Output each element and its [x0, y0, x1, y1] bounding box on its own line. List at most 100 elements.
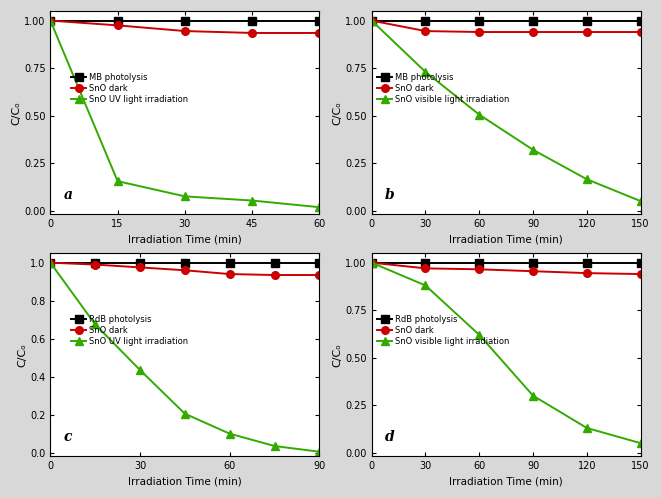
SnO visible light irradiation: [422, 282, 430, 288]
SnO UV light irradiation: [46, 259, 54, 265]
SnO visible light irradiation: [475, 332, 483, 338]
MB photolysis: [368, 17, 375, 23]
SnO visible light irradiation: [529, 393, 537, 399]
X-axis label: Irradiation Time (min): Irradiation Time (min): [128, 235, 242, 245]
SnO UV light irradiation: [181, 193, 189, 199]
Line: RdB photolysis: RdB photolysis: [368, 259, 644, 266]
SnO dark: [637, 271, 644, 277]
SnO UV light irradiation: [91, 321, 99, 327]
MB photolysis: [181, 17, 189, 23]
MB photolysis: [637, 17, 644, 23]
SnO UV light irradiation: [248, 198, 256, 204]
Y-axis label: C/Cₒ: C/Cₒ: [332, 343, 342, 367]
Legend: MB photolysis, SnO dark, SnO UV light irradiation: MB photolysis, SnO dark, SnO UV light ir…: [69, 71, 190, 106]
SnO UV light irradiation: [315, 449, 323, 455]
RdB photolysis: [315, 259, 323, 265]
Y-axis label: C/Cₒ: C/Cₒ: [17, 343, 27, 367]
SnO UV light irradiation: [225, 431, 233, 437]
SnO dark: [529, 29, 537, 35]
SnO dark: [315, 272, 323, 278]
SnO UV light irradiation: [270, 443, 278, 449]
Y-axis label: C/Cₒ: C/Cₒ: [11, 101, 21, 124]
X-axis label: Irradiation Time (min): Irradiation Time (min): [449, 477, 563, 487]
Y-axis label: C/Cₒ: C/Cₒ: [332, 101, 342, 124]
MB photolysis: [583, 17, 591, 23]
SnO dark: [368, 17, 375, 23]
SnO UV light irradiation: [46, 17, 54, 23]
MB photolysis: [422, 17, 430, 23]
Line: SnO dark: SnO dark: [46, 259, 323, 279]
RdB photolysis: [181, 259, 189, 265]
SnO dark: [637, 29, 644, 35]
RdB photolysis: [136, 259, 144, 265]
Text: a: a: [64, 188, 73, 202]
Line: RdB photolysis: RdB photolysis: [46, 259, 323, 266]
SnO visible light irradiation: [637, 198, 644, 204]
RdB photolysis: [637, 259, 644, 265]
Line: SnO dark: SnO dark: [368, 259, 644, 278]
SnO visible light irradiation: [583, 176, 591, 182]
SnO dark: [368, 259, 375, 265]
Line: SnO visible light irradiation: SnO visible light irradiation: [368, 17, 644, 205]
SnO dark: [181, 28, 189, 34]
RdB photolysis: [583, 259, 591, 265]
SnO dark: [583, 29, 591, 35]
MB photolysis: [315, 17, 323, 23]
SnO UV light irradiation: [136, 367, 144, 373]
SnO dark: [422, 28, 430, 34]
SnO dark: [114, 22, 122, 28]
Line: MB photolysis: MB photolysis: [46, 17, 323, 24]
SnO dark: [583, 270, 591, 276]
SnO visible light irradiation: [583, 425, 591, 431]
RdB photolysis: [475, 259, 483, 265]
MB photolysis: [46, 17, 54, 23]
X-axis label: Irradiation Time (min): Irradiation Time (min): [128, 477, 242, 487]
RdB photolysis: [368, 259, 375, 265]
SnO visible light irradiation: [529, 147, 537, 153]
SnO dark: [248, 30, 256, 36]
SnO visible light irradiation: [422, 69, 430, 75]
RdB photolysis: [422, 259, 430, 265]
Text: c: c: [64, 430, 72, 444]
MB photolysis: [114, 17, 122, 23]
SnO dark: [475, 29, 483, 35]
Text: b: b: [385, 188, 395, 202]
SnO dark: [136, 264, 144, 270]
SnO dark: [270, 272, 278, 278]
SnO dark: [181, 267, 189, 273]
Line: MB photolysis: MB photolysis: [368, 17, 644, 24]
SnO visible light irradiation: [475, 112, 483, 118]
RdB photolysis: [225, 259, 233, 265]
SnO visible light irradiation: [637, 440, 644, 446]
SnO dark: [91, 261, 99, 267]
SnO UV light irradiation: [181, 411, 189, 417]
SnO UV light irradiation: [315, 204, 323, 210]
RdB photolysis: [46, 259, 54, 265]
Line: SnO UV light irradiation: SnO UV light irradiation: [46, 17, 323, 211]
Legend: RdB photolysis, SnO dark, SnO UV light irradiation: RdB photolysis, SnO dark, SnO UV light i…: [69, 313, 190, 348]
SnO UV light irradiation: [114, 178, 122, 184]
SnO dark: [422, 265, 430, 271]
Line: SnO UV light irradiation: SnO UV light irradiation: [46, 259, 323, 456]
Line: SnO visible light irradiation: SnO visible light irradiation: [368, 259, 644, 447]
RdB photolysis: [91, 259, 99, 265]
SnO visible light irradiation: [368, 259, 375, 265]
RdB photolysis: [270, 259, 278, 265]
SnO dark: [315, 30, 323, 36]
X-axis label: Irradiation Time (min): Irradiation Time (min): [449, 235, 563, 245]
SnO dark: [46, 17, 54, 23]
Legend: MB photolysis, SnO dark, SnO visible light irradiation: MB photolysis, SnO dark, SnO visible lig…: [375, 71, 512, 106]
Line: SnO dark: SnO dark: [368, 17, 644, 36]
Line: SnO dark: SnO dark: [46, 17, 323, 37]
MB photolysis: [529, 17, 537, 23]
SnO dark: [475, 266, 483, 272]
SnO dark: [225, 271, 233, 277]
MB photolysis: [248, 17, 256, 23]
Text: d: d: [385, 430, 395, 444]
Legend: RdB photolysis, SnO dark, SnO visible light irradiation: RdB photolysis, SnO dark, SnO visible li…: [375, 313, 512, 348]
SnO dark: [529, 268, 537, 274]
SnO visible light irradiation: [368, 17, 375, 23]
MB photolysis: [475, 17, 483, 23]
RdB photolysis: [529, 259, 537, 265]
SnO dark: [46, 259, 54, 265]
